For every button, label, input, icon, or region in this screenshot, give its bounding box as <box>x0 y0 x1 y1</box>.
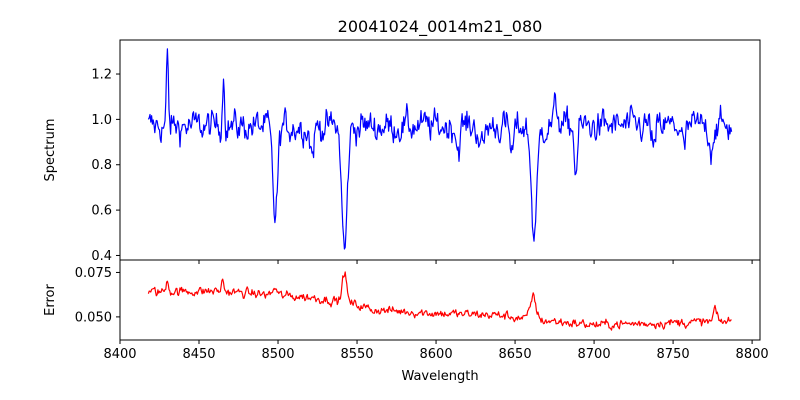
x-axis-ticks: 8400 8450 8500 8550 8600 8650 8700 8750 8800 <box>103 260 769 362</box>
chart-title: 20041024_0014m21_080 <box>338 17 543 37</box>
spectrum-axes-frame <box>119 39 761 261</box>
spectrum-y-tick-label: 0.8 <box>91 158 112 173</box>
spectrum-series-line <box>147 48 733 250</box>
x-tick-label: 8800 <box>736 347 769 362</box>
spectrum-y-ticks: 0.4 0.6 0.8 1.0 1.2 <box>91 68 120 264</box>
x-tick-label: 8550 <box>340 347 373 362</box>
error-y-ticks: 0.050 0.075 <box>75 266 120 325</box>
x-tick-label: 8650 <box>499 347 532 362</box>
x-axis-label: Wavelength <box>401 369 478 384</box>
x-tick-label: 8600 <box>420 347 453 362</box>
x-tick-label: 8500 <box>261 347 294 362</box>
spectrum-y-tick-label: 0.6 <box>91 204 112 219</box>
error-axes-frame <box>119 259 761 341</box>
spectrum-y-axis-label: Spectrum <box>43 119 58 182</box>
error-y-tick-label: 0.050 <box>75 310 112 325</box>
x-tick-label: 8450 <box>182 347 215 362</box>
error-y-axis-label: Error <box>43 284 58 316</box>
x-tick-label: 8700 <box>578 347 611 362</box>
spectrum-y-tick-label: 1.0 <box>91 113 112 128</box>
error-series-line <box>147 271 732 331</box>
error-y-tick-label: 0.075 <box>75 266 112 281</box>
spectrum-y-tick-label: 1.2 <box>91 68 112 83</box>
spectrum-y-tick-label: 0.4 <box>91 249 112 264</box>
x-tick-label: 8750 <box>657 347 690 362</box>
x-tick-label: 8400 <box>103 347 136 362</box>
